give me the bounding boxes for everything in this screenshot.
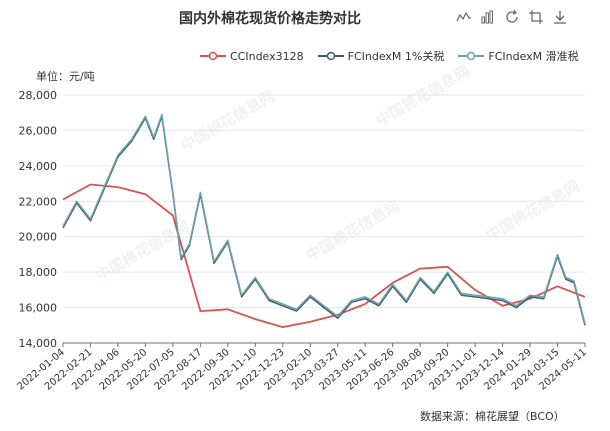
chart-title: 国内外棉花现货价格走势对比 bbox=[179, 11, 361, 27]
y-tick-label: 18,000 bbox=[19, 266, 58, 279]
bar-chart-icon[interactable] bbox=[480, 9, 496, 25]
crop-icon[interactable] bbox=[528, 9, 544, 25]
y-tick-label: 16,000 bbox=[19, 302, 58, 315]
legend-item-fc2[interactable]: FCIndexM 滑准税 bbox=[458, 48, 579, 64]
legend-marker-fc2 bbox=[458, 51, 485, 61]
chart-toolbox bbox=[456, 9, 568, 25]
legend-marker-cc bbox=[200, 51, 226, 61]
legend-label-fc2: FCIndexM 滑准税 bbox=[488, 50, 579, 63]
legend-item-fc1[interactable]: FCIndexM 1%关税 bbox=[317, 48, 445, 64]
series-line-cc bbox=[62, 183, 586, 328]
line-chart-icon[interactable] bbox=[456, 9, 472, 25]
save-image-icon[interactable] bbox=[552, 9, 568, 25]
restore-icon[interactable] bbox=[504, 9, 520, 25]
y-tick-label: 24,000 bbox=[19, 160, 58, 173]
chart-legend: CCIndex3128 FCIndexM 1%关税 FCIndexM 滑准税 bbox=[200, 48, 579, 64]
y-tick-label: 26,000 bbox=[19, 124, 58, 137]
y-tick-label: 14,000 bbox=[19, 337, 58, 350]
legend-label-fc1: FCIndexM 1%关税 bbox=[347, 50, 445, 63]
series-line-fc1 bbox=[62, 115, 586, 326]
legend-marker-fc1 bbox=[317, 51, 344, 61]
legend-label-cc: CCIndex3128 bbox=[230, 49, 304, 63]
legend-item-cc[interactable]: CCIndex3128 bbox=[200, 50, 304, 63]
y-tick-label: 22,000 bbox=[19, 195, 58, 208]
series-line-fc2 bbox=[62, 113, 586, 324]
y-tick-label: 28,000 bbox=[19, 89, 58, 102]
y-axis-unit: 单位：元/吨 bbox=[36, 70, 95, 83]
y-tick-label: 20,000 bbox=[19, 231, 58, 244]
data-source: 数据来源：棉花展望（BCO） bbox=[420, 410, 565, 423]
